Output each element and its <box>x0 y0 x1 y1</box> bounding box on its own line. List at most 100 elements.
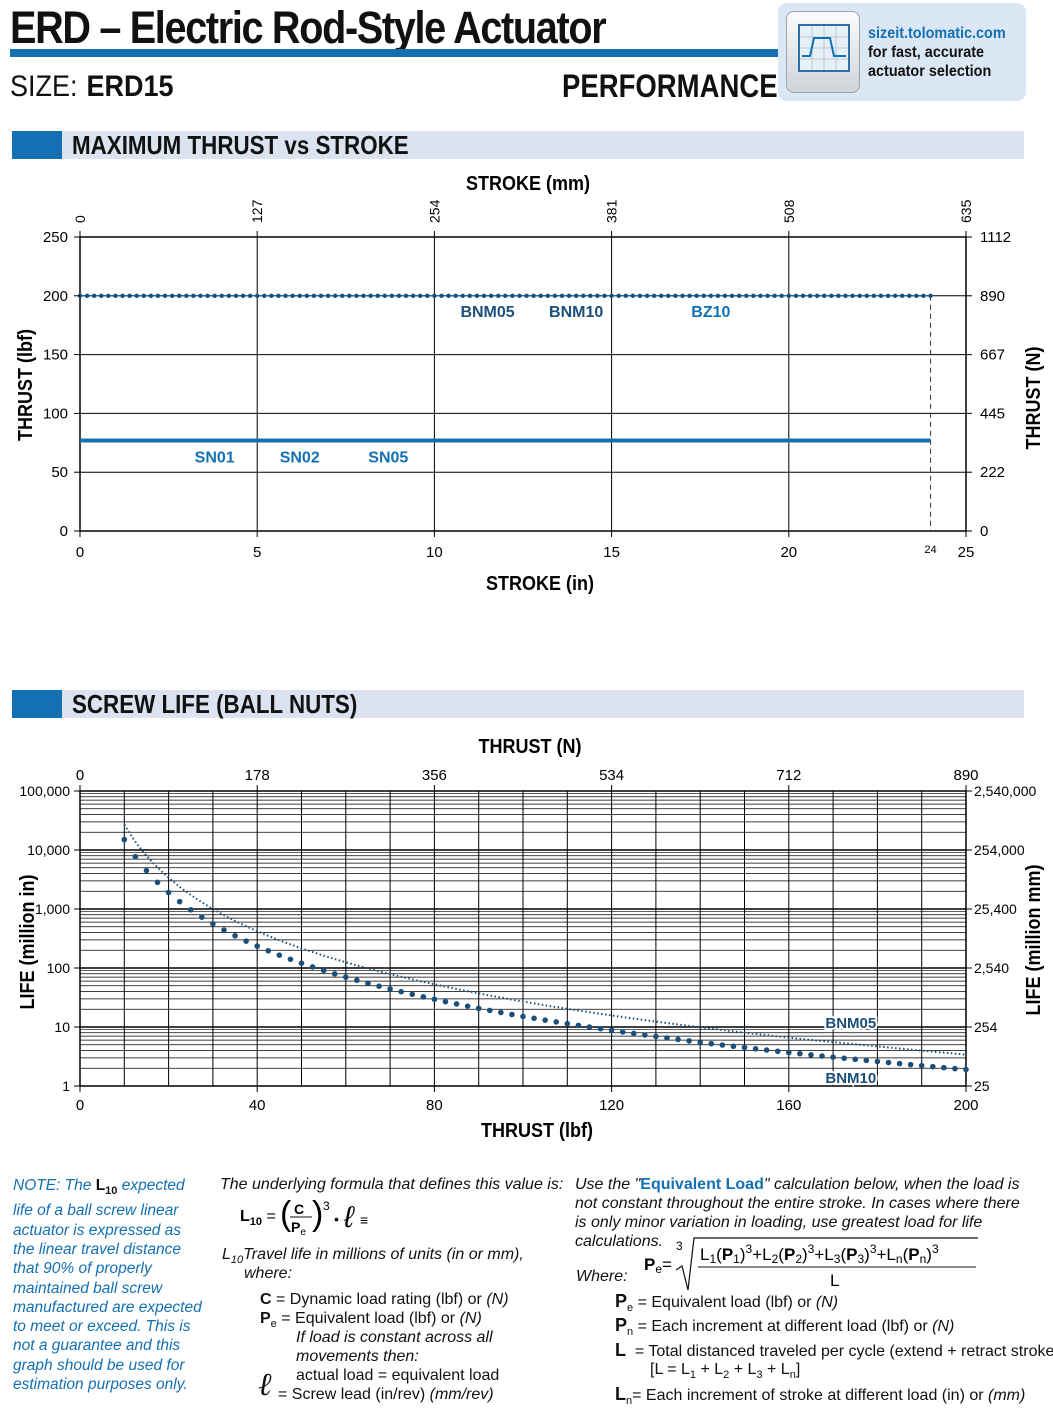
series-label-bnm05: BNM05 <box>825 1015 876 1032</box>
sizeit-link[interactable]: sizeit.tolomatic.com <box>868 25 1006 42</box>
bnm10-life-point <box>874 1058 881 1065</box>
ball-nut-thrust-point <box>595 293 600 298</box>
ball-nut-thrust-point <box>184 293 189 298</box>
life-x-axis-label: THRUST (lbf) <box>481 1120 593 1142</box>
section-title-thrust: MAXIMUM THRUST vs STROKE <box>72 130 409 160</box>
ball-nut-thrust-point <box>503 293 508 298</box>
ball-nut-thrust-point <box>807 293 813 298</box>
ball-nut-thrust-point <box>666 293 671 298</box>
bnm10-life-point <box>254 943 260 949</box>
ball-nut-thrust-point <box>786 293 791 298</box>
ball-nut-thrust-point <box>389 293 395 298</box>
x-tick-label: 40 <box>249 1097 266 1114</box>
section-bar-thrust <box>12 131 1024 159</box>
ball-nut-thrust-point <box>375 293 380 298</box>
ball-nut-thrust-point <box>637 293 643 298</box>
bnm10-life-point <box>176 898 183 905</box>
ball-nut-thrust-point <box>715 293 721 298</box>
y2-tick-label: 890 <box>980 288 1005 305</box>
ball-nut-thrust-point <box>177 293 182 298</box>
bnm10-life-point <box>276 952 283 958</box>
section-bar-life <box>12 690 1024 718</box>
life-chart: BNM05 BNM10 0 0 40 178 80 356 120 534 160 712 200 89… <box>17 736 1045 1142</box>
ball-nut-thrust-point <box>736 293 742 298</box>
ball-nut-thrust-point <box>219 293 224 298</box>
ball-nut-thrust-point <box>573 293 579 298</box>
bnm10-life-point <box>132 853 139 860</box>
x2-tick-label: 508 <box>781 199 797 223</box>
life-note: NOTE: The L10 expected life of a ball sc… <box>13 1176 203 1394</box>
ball-nut-thrust-point <box>325 293 331 298</box>
ball-nut-thrust-point <box>474 293 480 298</box>
ball-nut-thrust-point <box>581 293 586 298</box>
ball-nut-thrust-point <box>616 293 621 298</box>
ball-nut-thrust-point <box>233 293 239 298</box>
ball-nut-thrust-point <box>347 293 352 298</box>
equivalent-load-intro: Use the "Equivalent Load" calculation be… <box>575 1176 1020 1250</box>
bnm10-life-point <box>221 927 227 933</box>
svg-text:Pe: Pe <box>291 1219 306 1238</box>
ball-nut-thrust-point <box>588 293 593 298</box>
y2-tick-label: 254 <box>974 1019 998 1035</box>
life-chart-grid <box>80 791 966 1086</box>
where-label: Where: <box>576 1268 628 1285</box>
ball-nut-thrust-point <box>106 293 111 298</box>
bnm10-life-point <box>907 1061 914 1068</box>
bnm10-life-point <box>486 1007 493 1014</box>
x-tick-label: 5 <box>253 544 261 561</box>
ball-nut-thrust-point <box>481 293 487 298</box>
x-tick-label: 15 <box>603 544 620 561</box>
y2-tick-label: 2,540,000 <box>974 783 1036 799</box>
bnm10-life-point <box>365 980 371 987</box>
equivalent-load-link[interactable]: Equivalent Load <box>640 1176 764 1193</box>
bnm10-life-point <box>187 906 194 913</box>
ball-nut-thrust-point <box>91 293 97 298</box>
ball-nut-thrust-point <box>673 293 678 298</box>
thrust-x2-axis-label: STROKE (mm) <box>466 173 590 195</box>
bnm10-life-point <box>608 1027 615 1034</box>
bnm10-life-point <box>165 889 172 896</box>
bnm10-life-point <box>929 1063 936 1070</box>
y-tick-label: 0 <box>60 523 68 540</box>
ball-nut-thrust-point <box>488 293 494 298</box>
constant-load-note-b: movements then: <box>296 1348 419 1365</box>
bnm10-life-point <box>143 867 150 874</box>
ball-nut-thrust-point <box>659 293 664 298</box>
bnm10-life-point <box>774 1048 781 1055</box>
ball-nut-thrust-point <box>84 293 90 298</box>
thrust-y-axis-label: THRUST (lbf) <box>15 329 37 441</box>
bnm10-life-point <box>708 1040 715 1047</box>
pn-definition: Pn = Each increment at different load (l… <box>615 1315 955 1339</box>
bnm10-life-point <box>154 879 161 886</box>
y-tick-label: 200 <box>43 288 68 305</box>
bnm10-life-point <box>752 1046 759 1052</box>
y2-tick-label: 667 <box>980 347 1005 364</box>
x2-tick-label: 534 <box>599 767 624 784</box>
ball-nut-thrust-point <box>857 293 862 298</box>
size-value: ERD15 <box>86 70 174 103</box>
life-plot-frame <box>79 790 967 1087</box>
bnm10-life-point <box>431 996 438 1003</box>
bnm10-life-point <box>243 938 249 944</box>
ball-nut-thrust-point <box>361 293 366 298</box>
life-chart-ticks: 0 0 40 178 80 356 120 534 160 712 200 890 1 25 10 254 10… <box>19 767 1036 1114</box>
section-title-life: SCREW LIFE (BALL NUTS) <box>72 689 358 719</box>
ball-nut-thrust-point <box>255 293 260 298</box>
y2-tick-label: 0 <box>980 523 988 540</box>
l10-formula: L10 = ( C Pe ) 3 • ℓ ≡ <box>240 1196 368 1238</box>
bnm10-life-point <box>331 971 338 977</box>
size-line: SIZE: ERD15 <box>10 70 174 104</box>
l10-where: where: <box>244 1265 293 1282</box>
ball-nut-thrust-point <box>729 293 735 298</box>
y-tick-label: 100 <box>47 960 71 976</box>
sizeit-text[interactable]: sizeit.tolomatic.com for fast, accurate … <box>868 24 1006 81</box>
y-tick-label: 10 <box>54 1019 70 1035</box>
sizeit-line1: for fast, accurate <box>868 44 985 61</box>
series-label-bnm05: BNM05 <box>460 304 514 321</box>
y2-tick-label: 1112 <box>980 229 1011 246</box>
ball-nut-thrust-point <box>212 293 217 298</box>
ball-nut-thrust-point <box>453 293 458 298</box>
ball-nut-thrust-point <box>793 293 799 298</box>
bnm10-life-point <box>464 1003 471 1009</box>
ball-nut-thrust-point <box>354 293 359 298</box>
